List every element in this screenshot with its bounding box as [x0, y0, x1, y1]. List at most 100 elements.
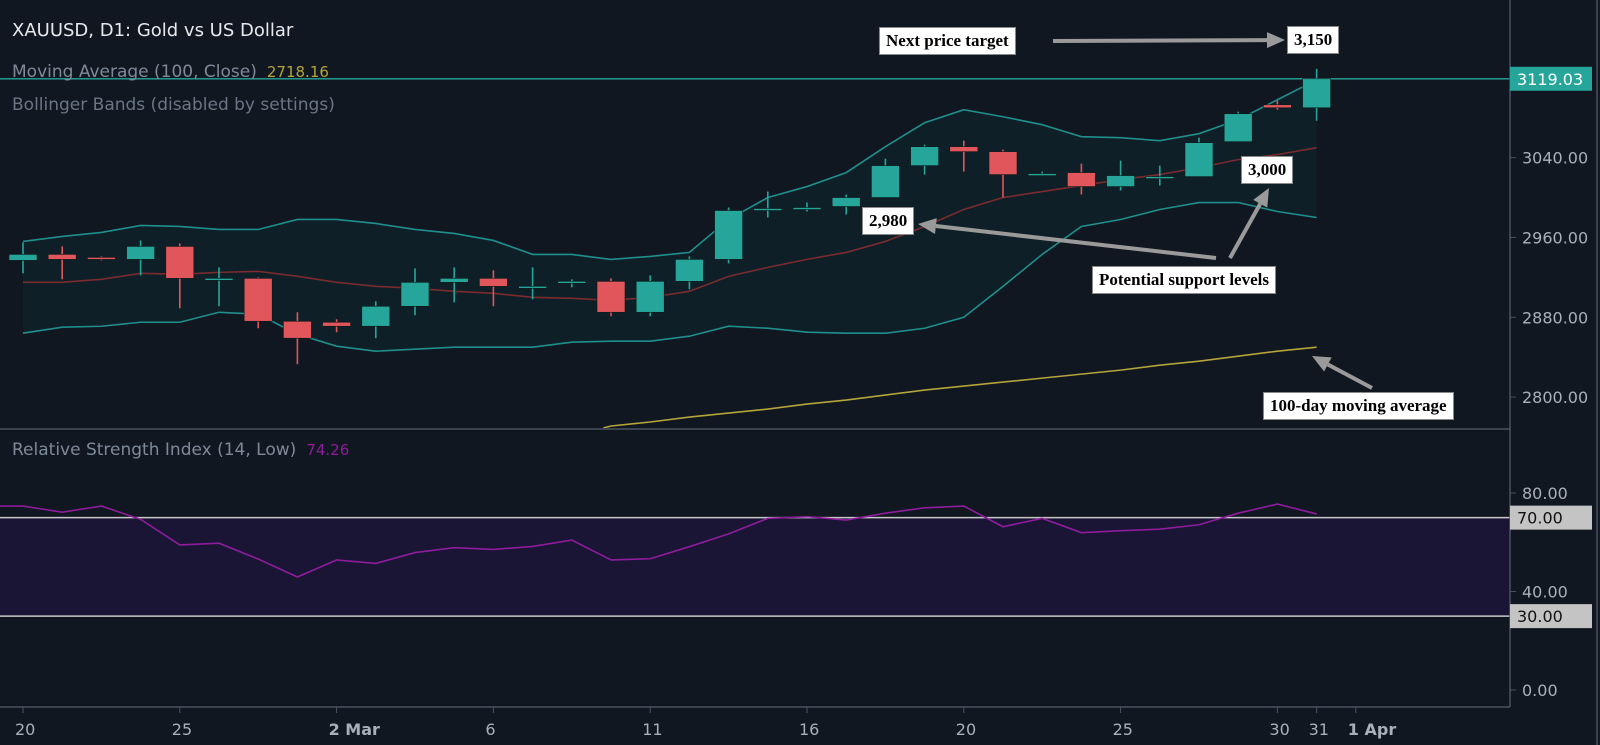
candle[interactable]	[1263, 100, 1292, 110]
candle[interactable]	[792, 202, 822, 212]
rsi-line	[0, 503, 1317, 578]
annotation-support-2980: 2,980	[862, 207, 915, 235]
candle-body	[204, 278, 234, 281]
candle-body	[479, 278, 508, 287]
candle-body	[283, 320, 312, 339]
rsi-tick-label: 0.00	[1522, 681, 1558, 700]
candle[interactable]	[47, 246, 77, 280]
price-pane[interactable]	[0, 68, 1510, 428]
candle-body	[1223, 113, 1253, 142]
candle-body	[126, 246, 155, 260]
bb-legend[interactable]: Bollinger Bands (disabled by settings)	[12, 95, 335, 115]
candle[interactable]	[910, 144, 939, 175]
annotation-next-price-target: Next price target	[879, 27, 1016, 55]
candle[interactable]	[1067, 163, 1096, 195]
rsi-tick-label: 80.00	[1522, 484, 1568, 503]
candle-body	[635, 281, 665, 313]
candle[interactable]	[714, 207, 743, 264]
arrow-to-2980-shaft	[935, 224, 1217, 260]
time-tick-label: 20	[956, 720, 976, 739]
ma-legend[interactable]: Moving Average (100, Close) 2718.16	[12, 62, 329, 82]
candle-body	[557, 281, 587, 284]
candle-body	[675, 259, 704, 282]
candle-body	[753, 208, 783, 211]
candle[interactable]	[949, 140, 979, 172]
arrow-to-target-head	[1266, 32, 1285, 49]
arrow-to-2980-head	[918, 218, 937, 234]
time-tick-label: 25	[1113, 720, 1133, 739]
candle[interactable]	[1145, 165, 1175, 186]
candle[interactable]	[753, 191, 783, 218]
candle-body	[596, 281, 626, 313]
ma-legend-label: Moving Average (100, Close)	[12, 62, 257, 82]
candle[interactable]	[361, 301, 391, 339]
time-tick-label: 2 Mar	[329, 720, 380, 739]
candle-body	[1067, 172, 1096, 187]
candle[interactable]	[831, 194, 861, 215]
candle[interactable]	[322, 319, 351, 333]
candle[interactable]	[988, 149, 1018, 198]
rsi-legend-value: 74.26	[306, 441, 350, 459]
bollinger-fill	[23, 79, 1317, 352]
annotation-support-levels: Potential support levels	[1092, 266, 1276, 294]
candle[interactable]	[596, 278, 626, 317]
candle-body	[831, 197, 861, 207]
bollinger-basis-line	[23, 146, 1317, 302]
last-price-badge: 3119.03	[1517, 70, 1583, 89]
candle[interactable]	[243, 277, 273, 329]
candle[interactable]	[126, 240, 155, 276]
time-tick-label: 1 Apr	[1348, 720, 1397, 739]
candle-body	[518, 286, 547, 289]
candle[interactable]	[557, 279, 587, 288]
time-tick-label: 6	[485, 720, 495, 739]
time-tick-label: 31	[1309, 720, 1329, 739]
candle[interactable]	[1302, 68, 1331, 121]
time-tick-label: 25	[172, 720, 192, 739]
candle[interactable]	[479, 270, 508, 307]
symbol-title: XAUUSD, D1: Gold vs US Dollar	[12, 20, 294, 41]
candle[interactable]	[8, 242, 38, 274]
ma100-line	[602, 346, 1317, 428]
arrow-to-ma-shaft	[1326, 362, 1373, 390]
rsi-pane[interactable]	[0, 503, 1510, 617]
time-tick-label: 20	[15, 720, 35, 739]
candle-body	[243, 278, 273, 322]
candle[interactable]	[635, 275, 665, 317]
annotation-arrows	[918, 32, 1373, 390]
rsi-level-badge: 30.00	[1517, 607, 1563, 626]
candle-body	[1106, 175, 1135, 187]
annotation-support-3000: 3,000	[1241, 156, 1294, 184]
candle[interactable]	[1223, 111, 1253, 142]
candle[interactable]	[1027, 171, 1057, 176]
candle[interactable]	[283, 312, 312, 365]
rsi-band-fill	[0, 517, 1510, 617]
candle[interactable]	[87, 256, 116, 261]
last-price-badge-bg	[1510, 66, 1592, 91]
time-tick-label: 30	[1269, 720, 1289, 739]
candle[interactable]	[204, 267, 234, 307]
rsi-legend-label: Relative Strength Index (14, Low)	[12, 440, 297, 460]
arrow-to-target	[1052, 32, 1285, 49]
candle[interactable]	[518, 267, 547, 300]
price-tick-label: 2800.00	[1522, 388, 1588, 407]
candle-body	[714, 210, 743, 260]
arrow-to-3000-shaft	[1228, 202, 1262, 259]
candle[interactable]	[439, 267, 469, 303]
arrow-to-target-shaft	[1052, 38, 1268, 43]
candle-body	[1263, 104, 1292, 109]
candle[interactable]	[1184, 137, 1214, 177]
price-tick-label: 2880.00	[1522, 308, 1588, 327]
candle-body	[439, 278, 469, 283]
candle[interactable]	[871, 158, 900, 198]
candle[interactable]	[400, 268, 430, 316]
candle[interactable]	[165, 243, 195, 309]
price-tick-label: 3040.00	[1522, 149, 1588, 168]
candle[interactable]	[675, 256, 704, 290]
rsi-legend[interactable]: Relative Strength Index (14, Low) 74.26	[12, 440, 349, 460]
ma-legend-value: 2718.16	[266, 63, 329, 81]
candle-body	[47, 254, 77, 260]
candle-body	[1027, 173, 1057, 176]
candle[interactable]	[1106, 160, 1135, 191]
candle-body	[910, 146, 939, 166]
